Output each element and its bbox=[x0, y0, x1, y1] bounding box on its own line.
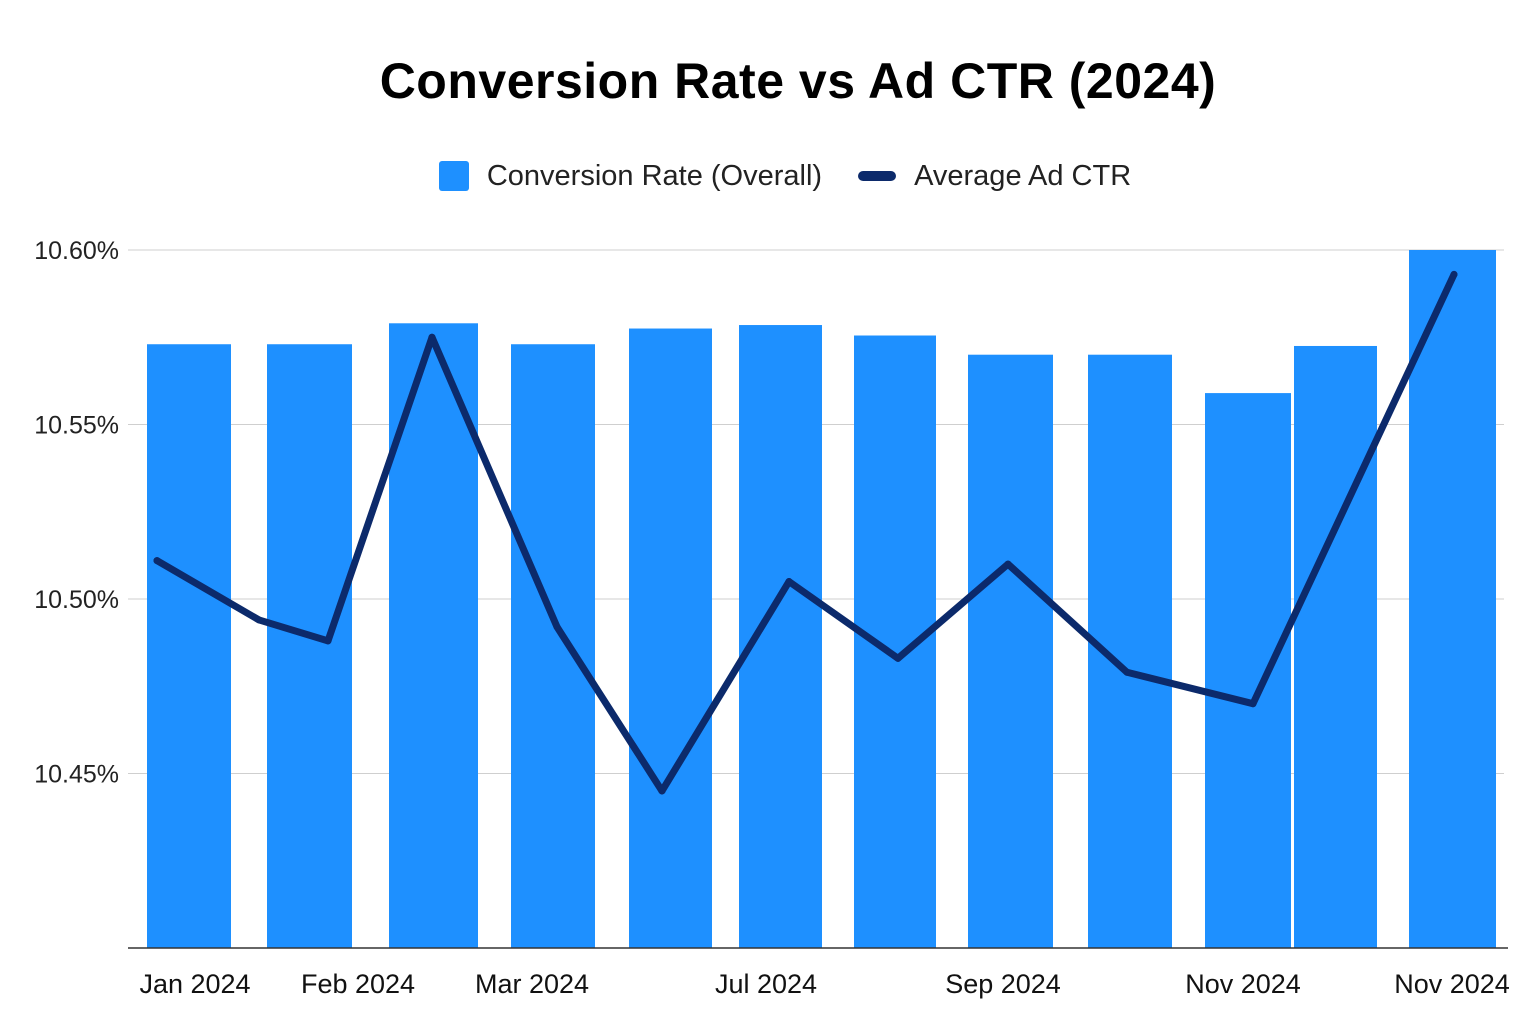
line-point-average-ad-ctr bbox=[1450, 270, 1458, 278]
line-point-average-ad-ctr bbox=[1123, 668, 1131, 676]
x-tick-label: Nov 2024 bbox=[1185, 969, 1301, 999]
line-average-ad-ctr bbox=[153, 270, 1458, 795]
bar-conversion-rate bbox=[1409, 250, 1496, 948]
x-tick-label: Feb 2024 bbox=[301, 969, 415, 999]
chart-title: Conversion Rate vs Ad CTR (2024) bbox=[379, 53, 1217, 109]
line-point-average-ad-ctr bbox=[428, 333, 436, 341]
x-tick-label: Nov 2024 bbox=[1394, 969, 1510, 999]
bar-conversion-rate bbox=[1294, 345, 1377, 949]
y-tick-label: 10.55% bbox=[34, 412, 119, 440]
bar-conversion-rate bbox=[968, 354, 1053, 948]
bar-conversion-rate bbox=[629, 328, 712, 948]
legend-label-conversion-rate: Conversion Rate (Overall) bbox=[486, 159, 823, 192]
line-point-average-ad-ctr bbox=[785, 578, 793, 586]
line-point-average-ad-ctr bbox=[1249, 700, 1257, 708]
legend-swatch-conversion-rate bbox=[438, 161, 469, 191]
x-tick-label: Mar 2024 bbox=[475, 969, 589, 999]
bar-conversion-rate bbox=[511, 344, 595, 949]
y-axis: 10.45% 10.50% 10.55% 10.60% bbox=[34, 237, 119, 789]
y-tick-label: 10.50% bbox=[34, 586, 119, 614]
bar-conversion-rate bbox=[1205, 393, 1291, 949]
legend-item-conversion-rate: Conversion Rate (Overall) bbox=[438, 159, 823, 193]
line-point-average-ad-ctr bbox=[255, 616, 263, 624]
x-tick-label: Jul 2024 bbox=[715, 969, 817, 999]
legend-item-average-ad-ctr: Average Ad CTR bbox=[858, 160, 1131, 193]
y-tick-label: 10.45% bbox=[34, 761, 119, 789]
line-point-average-ad-ctr bbox=[153, 557, 161, 565]
bar-conversion-rate bbox=[147, 344, 231, 949]
bar-conversion-rate bbox=[854, 335, 936, 948]
line-point-average-ad-ctr bbox=[553, 623, 561, 631]
y-tick-label: 10.60% bbox=[34, 237, 119, 265]
line-point-average-ad-ctr bbox=[894, 654, 902, 662]
x-tick-label: Sep 2024 bbox=[945, 969, 1061, 999]
line-point-average-ad-ctr bbox=[324, 637, 332, 645]
bar-conversion-rate bbox=[739, 325, 822, 948]
legend-label-average-ad-ctr: Average Ad CTR bbox=[914, 159, 1132, 192]
line-point-average-ad-ctr bbox=[658, 787, 666, 795]
x-axis: Jan 2024 Feb 2024 Mar 2024 Jul 2024 Sep 2024… bbox=[128, 947, 1510, 999]
legend: Conversion Rate (Overall) Average Ad CTR bbox=[0, 156, 1536, 196]
legend-swatch-average-ad-ctr bbox=[858, 171, 897, 181]
bar-conversion-rate bbox=[267, 344, 352, 949]
line-point-average-ad-ctr bbox=[1004, 560, 1012, 568]
bars-conversion-rate bbox=[147, 250, 1496, 949]
line-average-ad-ctr-path bbox=[153, 270, 1458, 795]
x-tick-label: Jan 2024 bbox=[139, 969, 250, 999]
